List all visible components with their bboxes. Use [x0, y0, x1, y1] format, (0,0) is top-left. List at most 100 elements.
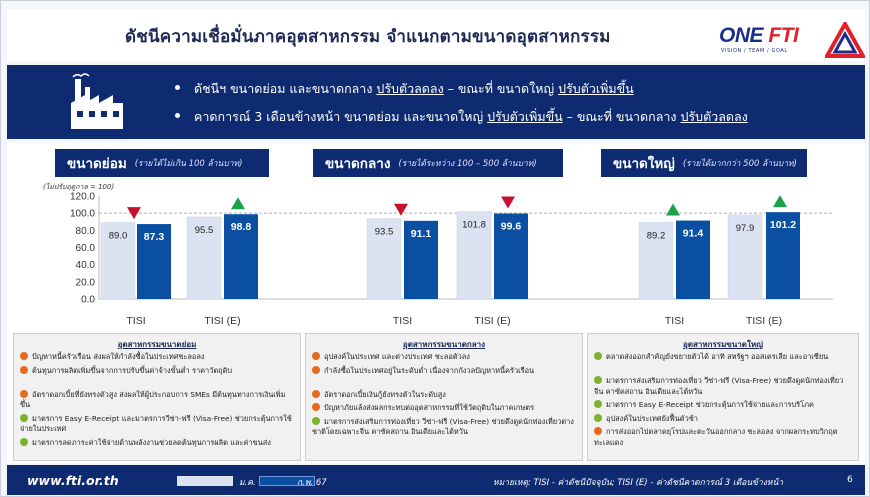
factor-box-title: อุตสาหกรรมขนาดใหญ่	[683, 340, 763, 349]
bullet-dot	[175, 85, 180, 90]
y-tick-label: 0.0	[81, 295, 95, 306]
negative-factor-icon	[312, 403, 320, 411]
factor-item-text: อุปสงค์ในประเทศ และต่างประเทศ ชะลอตัวลง	[324, 352, 470, 361]
data-label-prev: 93.5	[375, 227, 394, 238]
logo-triangle-icon	[825, 22, 865, 58]
factor-item: มาตรการส่งเสริมการท่องเที่ยว วีซ่า-ฟรี (…	[594, 376, 852, 397]
bar-prev	[638, 222, 674, 300]
factory-icon	[71, 73, 123, 129]
group-note-small: (รายได้ไม่เกิน 100 ล้านบาท)	[134, 159, 243, 169]
group-name-large: ขนาดใหญ่	[613, 156, 675, 172]
data-label-curr: 98.8	[231, 221, 252, 233]
factor-item-text: มาตรการ Easy E-Receipt และมาตรการวีซ่า-ฟ…	[20, 413, 292, 434]
factor-box-large: อุตสาหกรรมขนาดใหญ่ตลาดส่งออกสำคัญยังขยาย…	[587, 333, 859, 461]
page-title: ดัชนีความเชื่อมั่นภาคอุตสาหกรรม จำแนกตาม…	[125, 27, 611, 47]
group-header-large: ขนาดใหญ่ (รายได้มากกว่า 500 ล้านบาท)	[601, 149, 807, 177]
data-label-prev: 101.8	[462, 220, 486, 231]
x-category-label: TISI (E)	[204, 315, 240, 327]
unit-note: (ไม่ปรับฤดูกาล = 100)	[43, 183, 115, 191]
negative-factor-icon	[20, 352, 28, 360]
factor-item-text: อัตราดอกเบี้ยเงินกู้ยังทรงตัวในระดับสูง	[324, 389, 446, 399]
factor-item: อุปสงค์ในประเทศยังฟื้นตัวช้า	[594, 413, 852, 425]
logo-word-accent: FTI	[768, 24, 799, 47]
negative-factor-icon	[20, 389, 28, 398]
group-note-large: (รายได้มากกว่า 500 ล้านบาท)	[682, 159, 797, 169]
summary-bullet-current: ดัชนีฯ ขนาดย่อม และขนาดกลาง ปรับตัวลดลง …	[175, 79, 634, 99]
y-tick-label: 20.0	[76, 277, 96, 288]
bar-curr	[137, 224, 171, 299]
bullet2-prefix: คาดการณ์ 3 เดือนข้างหน้า ขนาดย่อม และขนา…	[194, 109, 488, 124]
title-bar: ดัชนีความเชื่อมั่นภาคอุตสาหกรรม จำแนกตาม…	[7, 9, 865, 61]
x-category-label: TISI (E)	[474, 315, 510, 327]
factor-item: ปัญหาหนี้ครัวเรือน ส่งผลให้กำลังซื้อในปร…	[20, 352, 294, 363]
negative-factor-icon	[312, 365, 320, 374]
logo-wordmark: ONE FTI	[719, 24, 799, 48]
footer-url[interactable]: www.fti.or.th	[27, 473, 119, 488]
factor-box-medium: อุตสาหกรรมขนาดกลาง อุปสงค์ในประเทศ และต่า…	[305, 333, 583, 461]
bar-curr	[676, 220, 710, 299]
positive-factor-icon	[312, 416, 320, 425]
bar-prev	[100, 222, 136, 300]
factor-item: มาตรการลดภาระค่าใช้จ่ายด้านพลังงานช่วยลด…	[20, 437, 294, 449]
logo-word-main: ONE	[719, 24, 764, 47]
factor-item-text: ปัญหาภัยแล้งส่งผลกระทบต่ออุตสาหกรรมที่ใช…	[324, 403, 535, 412]
bullet1-emph-up: ปรับตัวเพิ่มขึ้น	[558, 81, 634, 96]
factor-item: มาตรการ Easy E-Receipt ช่วยกระตุ้นการใช้…	[594, 400, 852, 411]
page-number: 6	[847, 475, 853, 485]
group-header-medium: ขนาดกลาง (รายได้ระหว่าง 100 – 500 ล้านบา…	[313, 149, 563, 177]
bullet2-emph-down: ปรับตัวลดลง	[680, 109, 748, 124]
data-label-prev: 95.5	[195, 225, 214, 236]
data-label-curr: 91.4	[683, 228, 704, 240]
x-category-label: TISI	[126, 315, 145, 327]
factor-item: ต้นทุนการผลิตเพิ่มขึ้นจากการปรับขึ้นค่าจ…	[20, 365, 294, 377]
y-tick-label: 120.0	[70, 192, 95, 203]
group-name-small: ขนาดย่อม	[67, 156, 127, 172]
group-name-medium: ขนาดกลาง	[325, 156, 391, 172]
factor-item-text: มาตรการส่งเสริมการท่องเที่ยว วีซ่า-ฟรี (…	[594, 376, 844, 396]
logo-tagline: VISION / TEAM / GOAL	[721, 48, 788, 54]
factor-item-text: ตลาดส่งออกสำคัญยังขยายตัวได้ อาทิ สหรัฐฯ…	[606, 352, 829, 361]
data-label-curr: 87.3	[144, 231, 165, 243]
negative-factor-icon	[312, 352, 320, 360]
bar-prev	[456, 211, 492, 300]
footer-note: หมายเหตุ: TISI - ค่าดัชนีปัจจุบัน; TISI …	[493, 478, 784, 488]
factor-item-text: อัตราดอกเบี้ยที่ยังทรงตัวสูง ส่งผลให้ผู้…	[20, 389, 286, 410]
trend-up-icon	[773, 195, 787, 208]
bar-prev	[186, 216, 222, 300]
bar-prev	[366, 218, 402, 300]
bar-prev	[727, 214, 763, 300]
data-label-curr: 101.2	[770, 219, 796, 231]
positive-factor-icon	[594, 400, 602, 408]
factor-item-text: การส่งออกไปตลาดยุโรปและตะวันออกกลาง ชะลอ…	[594, 427, 838, 447]
y-tick-label: 40.0	[76, 260, 96, 271]
negative-factor-icon	[312, 389, 320, 398]
factor-item-text: ปัญหาหนี้ครัวเรือน ส่งผลให้กำลังซื้อในปร…	[32, 352, 205, 361]
summary-bullet-forecast: คาดการณ์ 3 เดือนข้างหน้า ขนาดย่อม และขนา…	[175, 107, 748, 127]
legend-swatch-curr	[259, 476, 315, 486]
factor-item-text: มาตรการส่งเสริมการท่องเที่ยว วีซ่า-ฟรี (…	[312, 416, 574, 437]
y-tick-label: 60.0	[76, 243, 96, 254]
factor-boxes: อุตสาหกรรมขนาดย่อม ปัญหาหนี้ครัวเรือน ส่ง…	[7, 333, 865, 463]
data-label-curr: 99.6	[501, 221, 522, 233]
factor-item: อัตราดอกเบี้ยที่ยังทรงตัวสูง ส่งผลให้ผู้…	[20, 389, 294, 411]
factor-item: อุปสงค์ในประเทศ และต่างประเทศ ชะลอตัวลง	[312, 352, 576, 363]
trend-up-icon	[231, 197, 245, 210]
legend-label-curr: ก.พ. 67	[297, 478, 327, 488]
positive-factor-icon	[20, 437, 28, 446]
x-category-label: TISI (E)	[746, 315, 782, 327]
one-fti-logo: ONE FTI VISION / TEAM / GOAL	[719, 22, 869, 62]
factor-box-small: อุตสาหกรรมขนาดย่อม ปัญหาหนี้ครัวเรือน ส่ง…	[13, 333, 301, 461]
bullet1-prefix: ดัชนีฯ ขนาดย่อม และขนาดกลาง	[194, 81, 377, 96]
bar-curr	[404, 220, 438, 299]
data-label-curr: 91.1	[411, 228, 432, 240]
y-tick-label: 100.0	[70, 209, 95, 220]
negative-factor-icon	[594, 427, 602, 435]
y-tick-label: 80.0	[76, 226, 96, 237]
bullet1-mid: – ขณะที่ ขนาดใหญ่	[443, 81, 559, 96]
bullet-dot	[175, 113, 180, 118]
factor-item: การส่งออกไปตลาดยุโรปและตะวันออกกลาง ชะลอ…	[594, 427, 852, 448]
data-label-prev: 89.2	[647, 230, 666, 241]
factor-item: มาตรการ Easy E-Receipt และมาตรการวีซ่า-ฟ…	[20, 413, 294, 435]
bar-chart: 0.0 20.0 40.0 60.0 80.0 100.0 120.0 89.0 87.3 TIS…	[70, 192, 833, 327]
